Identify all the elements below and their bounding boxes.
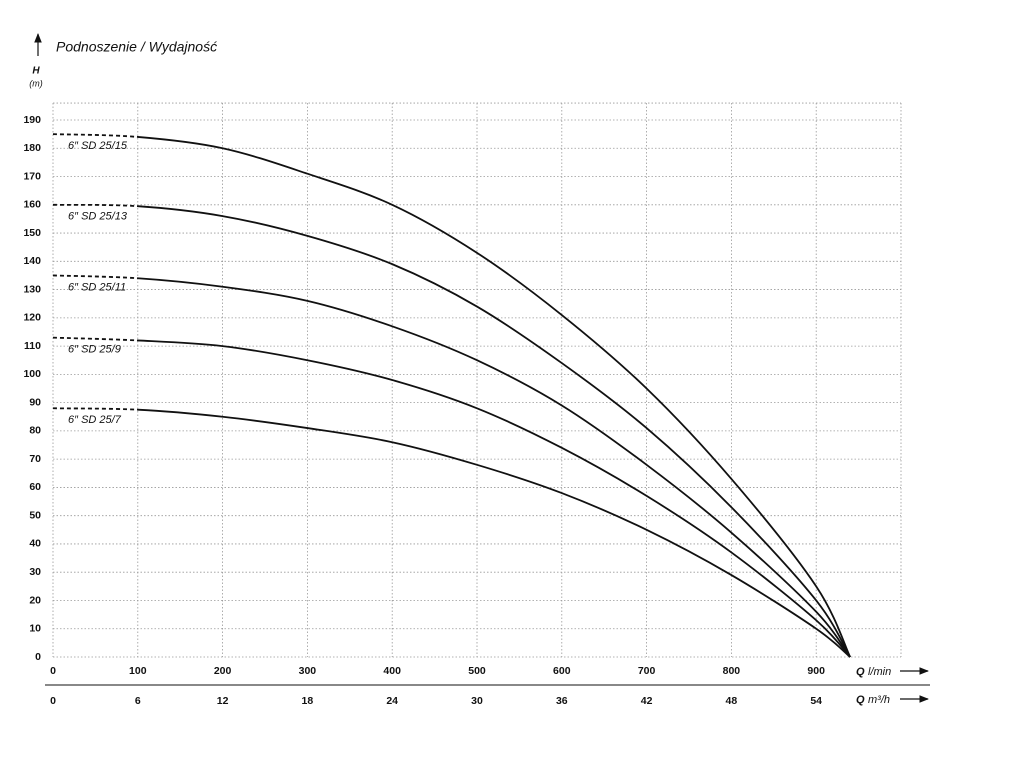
y-axis-unit: (m) (29, 78, 43, 88)
pump-curve (52, 407, 851, 658)
chart-title: Podnoszenie / Wydajność (56, 39, 217, 55)
x-tick-label: 100 (129, 665, 147, 677)
x2-tick-label: 36 (556, 695, 568, 707)
y-tick-label: 140 (23, 255, 41, 267)
series-label: 6″ SD 25/11 (68, 281, 126, 293)
y-tick-label: 20 (29, 594, 41, 606)
y-tick-label: 0 (35, 651, 41, 663)
x2-tick-label: 0 (50, 695, 56, 707)
x2-tick-label: 12 (217, 695, 229, 707)
series-label: 6″ SD 25/9 (68, 344, 121, 356)
x2-tick-label: 30 (471, 695, 483, 707)
y-tick-label: 80 (29, 425, 41, 437)
y-axis-symbol: H (32, 66, 40, 77)
x-tick-label: 700 (638, 665, 656, 677)
x-tick-label: 600 (553, 665, 571, 677)
series-label: 6″ SD 25/15 (68, 140, 128, 152)
x2-tick-label: 24 (386, 695, 398, 707)
x-tick-label: 200 (214, 665, 232, 677)
y-tick-label: 160 (23, 199, 41, 211)
x2-tick-label: 54 (810, 695, 822, 707)
x2-tick-label: 48 (726, 695, 738, 707)
x2-axis-unit: m³/h (868, 694, 890, 706)
y-tick-label: 30 (29, 566, 41, 578)
y-tick-label: 70 (29, 453, 41, 465)
y-tick-label: 90 (29, 396, 41, 408)
pump-curve (52, 133, 851, 658)
x-axis-unit: l/min (868, 666, 891, 678)
y-tick-label: 120 (23, 312, 41, 324)
x-axis-symbol: Q (856, 666, 865, 678)
series-label: 6″ SD 25/7 (68, 414, 122, 426)
y-tick-label: 180 (23, 142, 41, 154)
x2-tick-label: 42 (641, 695, 653, 707)
y-tick-label: 40 (29, 538, 41, 550)
x-tick-label: 500 (468, 665, 486, 677)
y-tick-label: 150 (23, 227, 41, 239)
y-tick-label: 50 (29, 509, 41, 521)
y-tick-label: 190 (23, 114, 41, 126)
pump-curve (52, 203, 851, 658)
y-tick-label: 10 (29, 623, 41, 635)
y-tick-label: 100 (23, 368, 41, 380)
y-tick-label: 110 (24, 340, 41, 352)
y-tick-label: 170 (23, 170, 41, 182)
pump-curve (52, 336, 851, 658)
x-tick-label: 900 (807, 665, 825, 677)
x2-tick-label: 6 (135, 695, 141, 707)
pump-curve (52, 274, 851, 658)
y-tick-label: 130 (23, 283, 41, 295)
x-tick-label: 400 (383, 665, 401, 677)
x2-axis-symbol: Q (856, 694, 865, 706)
x-tick-label: 0 (50, 665, 56, 677)
x-tick-label: 800 (723, 665, 741, 677)
y-tick-label: 60 (29, 481, 41, 493)
x-tick-label: 300 (299, 665, 317, 677)
x2-tick-label: 18 (302, 695, 314, 707)
series-label: 6″ SD 25/13 (68, 211, 128, 223)
